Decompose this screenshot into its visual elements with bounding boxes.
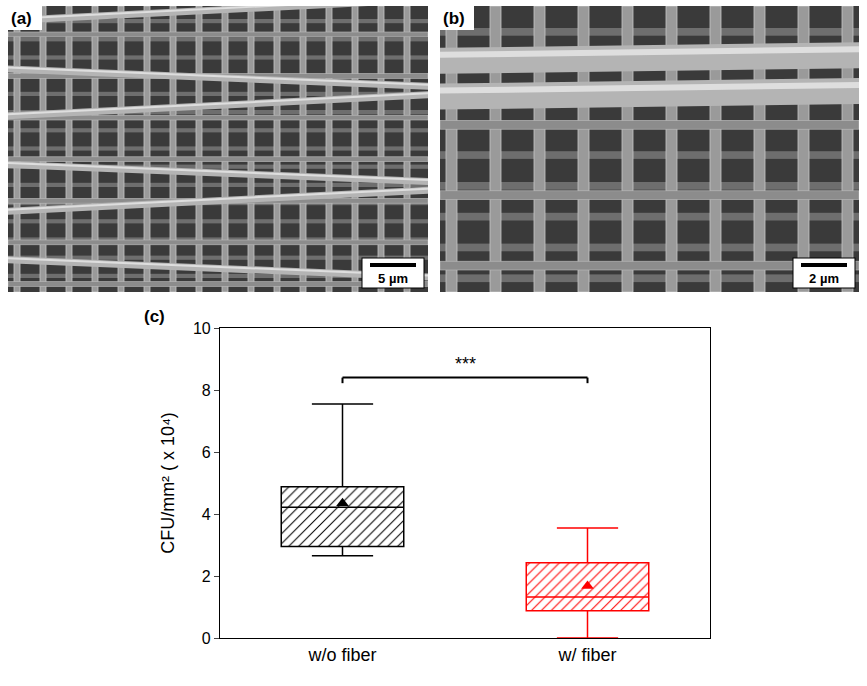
svg-text:(a): (a) (11, 9, 32, 28)
svg-text:0: 0 (202, 630, 211, 647)
svg-text:2: 2 (202, 568, 211, 585)
svg-text:2 µm: 2 µm (809, 271, 839, 286)
svg-text:w/o fiber: w/o fiber (307, 645, 376, 665)
svg-text:4: 4 (202, 506, 211, 523)
svg-text:w/ fiber: w/ fiber (557, 645, 616, 665)
svg-text:(c): (c) (144, 307, 165, 326)
svg-text:CFU/mm² ( x 10⁴): CFU/mm² ( x 10⁴) (158, 412, 178, 554)
svg-text:***: *** (455, 354, 476, 374)
svg-text:8: 8 (202, 382, 211, 399)
svg-text:10: 10 (193, 320, 211, 337)
svg-text:(b): (b) (443, 9, 465, 28)
svg-text:5 µm: 5 µm (378, 271, 408, 286)
svg-text:6: 6 (202, 444, 211, 461)
